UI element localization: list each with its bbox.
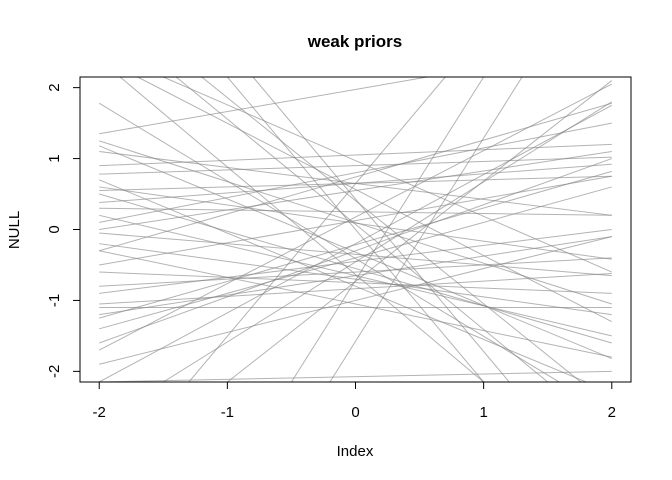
series-line-5 [99, 102, 612, 252]
series-line-32 [291, 77, 485, 382]
y-tick-label: 0 [46, 225, 63, 233]
series-line-13 [99, 236, 612, 365]
series-line-21 [99, 143, 612, 167]
series-line-20 [99, 370, 612, 382]
series-line-30 [163, 101, 613, 382]
x-axis-label: Index [337, 443, 374, 460]
series-line-33 [188, 77, 446, 382]
x-tick-label: 1 [479, 404, 487, 421]
series-line-1 [98, 104, 613, 382]
series-line-9 [99, 156, 612, 175]
series-line-31 [227, 80, 613, 382]
y-axis: -2 -1 0 1 2 [46, 83, 81, 378]
series-line-41 [99, 229, 612, 294]
series-line-44 [99, 175, 612, 191]
series-line-18 [99, 175, 612, 266]
series-lines [98, 77, 613, 382]
series-line-28 [252, 77, 510, 382]
series-line-10 [99, 145, 612, 360]
series-line-19 [99, 122, 612, 223]
series-line-24 [163, 77, 612, 273]
x-tick-label: -2 [93, 404, 106, 421]
y-tick-label: -1 [46, 294, 63, 307]
series-line-37 [99, 179, 588, 382]
series-line-23 [98, 83, 613, 351]
series-line-27 [119, 77, 484, 382]
series-line-11 [99, 77, 431, 135]
series-line-35 [99, 250, 612, 358]
series-line-43 [99, 271, 612, 294]
series-line-17 [99, 193, 612, 344]
series-line-16 [99, 186, 612, 330]
series-line-12 [98, 102, 561, 382]
series-line-6 [99, 232, 612, 277]
chart-title: weak priors [307, 32, 403, 51]
series-line-2 [99, 158, 612, 344]
series-line-22 [99, 257, 612, 287]
x-tick-label: 0 [351, 404, 359, 421]
x-tick-label: -1 [221, 404, 234, 421]
series-line-26 [226, 77, 485, 382]
series-line-45 [99, 140, 612, 305]
series-line-46 [137, 77, 613, 323]
y-axis-label: NULL [6, 211, 23, 249]
series-line-8 [99, 186, 612, 260]
series-line-39 [99, 150, 612, 230]
y-tick-label: 1 [46, 154, 63, 162]
series-line-14 [99, 243, 612, 316]
series-line-4 [99, 272, 612, 305]
x-axis: -2 -1 0 1 2 [93, 381, 616, 421]
series-line-34 [329, 77, 523, 382]
series-line-3 [99, 170, 612, 319]
series-line-29 [175, 77, 549, 382]
y-tick-label: -2 [46, 365, 63, 378]
series-line-7 [99, 207, 612, 216]
x-tick-label: 2 [608, 404, 616, 421]
series-line-38 [99, 236, 612, 316]
y-tick-label: 2 [46, 83, 63, 91]
